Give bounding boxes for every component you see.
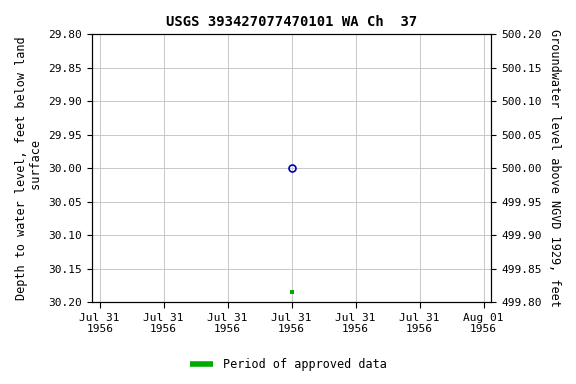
Legend: Period of approved data: Period of approved data xyxy=(185,354,391,376)
Title: USGS 393427077470101 WA Ch  37: USGS 393427077470101 WA Ch 37 xyxy=(166,15,417,29)
Y-axis label: Groundwater level above NGVD 1929, feet: Groundwater level above NGVD 1929, feet xyxy=(548,30,561,307)
Y-axis label: Depth to water level, feet below land
 surface: Depth to water level, feet below land su… xyxy=(15,36,43,300)
